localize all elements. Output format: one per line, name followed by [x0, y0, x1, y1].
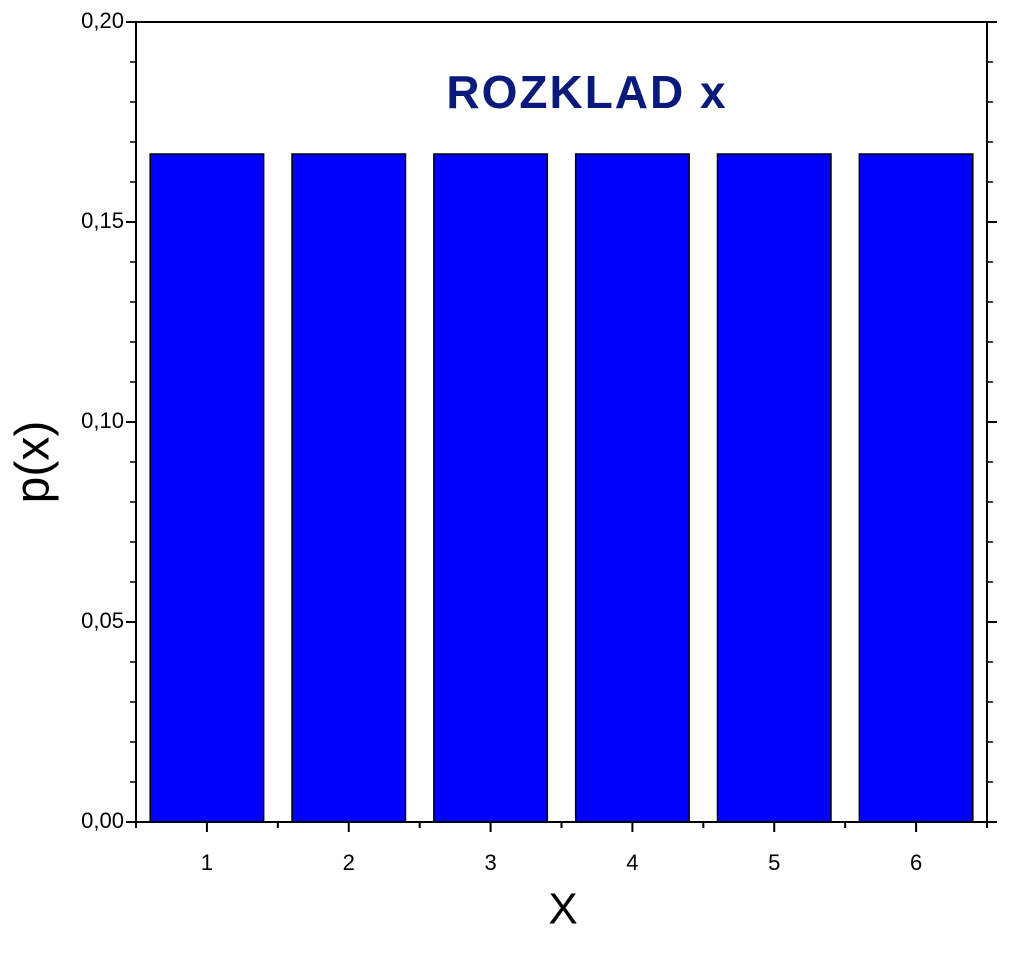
bar [716, 153, 832, 823]
x-tick-label: 1 [201, 850, 213, 875]
y-tick-label: 0,00 [81, 808, 124, 833]
y-axis-label: p(x) [7, 421, 60, 504]
y-tick-label: 0,10 [81, 408, 124, 433]
x-tick-label: 2 [343, 850, 355, 875]
y-tick-label: 0,05 [81, 608, 124, 633]
bar [858, 153, 974, 823]
x-tick-label: 6 [910, 850, 922, 875]
bar [433, 153, 549, 823]
bar [291, 153, 407, 823]
x-tick-label: 4 [626, 850, 638, 875]
x-axis-label: X [548, 885, 577, 934]
y-tick-label: 0,20 [81, 8, 124, 33]
y-tick-label: 0,15 [81, 208, 124, 233]
x-tick-label: 3 [484, 850, 496, 875]
bar [574, 153, 690, 823]
bar [149, 153, 265, 823]
chart-title: ROZKLAD x [446, 66, 727, 118]
x-tick-label: 5 [768, 850, 780, 875]
